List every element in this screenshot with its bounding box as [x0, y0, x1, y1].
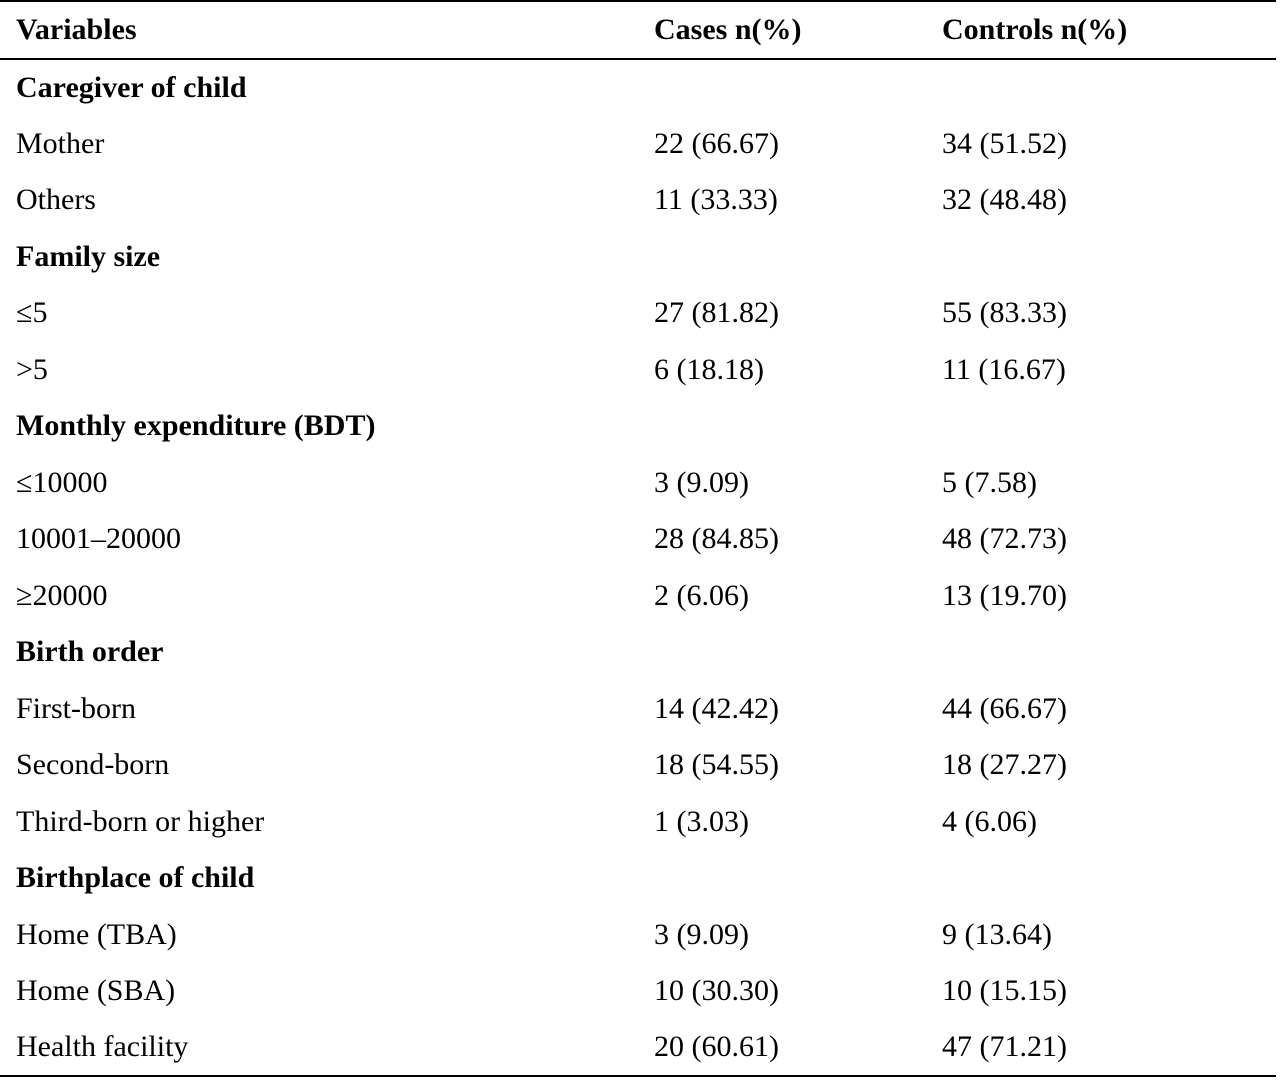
table-header: Variables Cases n(%) Controls n(%)	[0, 1, 1276, 60]
row-controls: 18 (27.27)	[942, 748, 1067, 782]
row-cases: 3 (9.09)	[654, 465, 749, 499]
table-row: Second-born 18 (54.55) 18 (27.27)	[0, 737, 1276, 794]
row-controls: 44 (66.67)	[942, 691, 1067, 725]
section-cases-empty	[654, 59, 942, 116]
table-row: Home (SBA) 10 (30.30) 10 (15.15)	[0, 963, 1276, 1020]
row-controls: 55 (83.33)	[942, 296, 1067, 330]
row-cases: 6 (18.18)	[654, 352, 764, 386]
row-cases: 11 (33.33)	[654, 183, 778, 217]
row-label: Home (TBA)	[16, 917, 177, 951]
row-cases: 1 (3.03)	[654, 804, 749, 838]
section-label: Birthplace of child	[16, 861, 255, 895]
row-controls: 5 (7.58)	[942, 465, 1037, 499]
table-row: Health facility 20 (60.61) 47 (71.21)	[0, 1020, 1276, 1077]
header-variables: Variables	[0, 1, 654, 60]
header-controls: Controls n(%)	[942, 1, 1276, 60]
section-label: Birth order	[16, 635, 164, 669]
table-row: 10001–20000 28 (84.85) 48 (72.73)	[0, 511, 1276, 568]
section-cases-empty	[654, 850, 942, 907]
row-label: ≤10000	[16, 465, 108, 499]
section-controls-empty	[942, 59, 1276, 116]
header-cases: Cases n(%)	[654, 1, 942, 60]
row-cases: 22 (66.67)	[654, 126, 779, 160]
row-controls: 9 (13.64)	[942, 917, 1052, 951]
row-controls: 32 (48.48)	[942, 183, 1067, 217]
row-label: Mother	[16, 126, 105, 160]
section-cases-empty	[654, 229, 942, 286]
row-cases: 2 (6.06)	[654, 578, 749, 612]
row-label: Others	[16, 183, 96, 217]
section-cases-empty	[654, 398, 942, 455]
row-label: Home (SBA)	[16, 974, 176, 1008]
header-row: Variables Cases n(%) Controls n(%)	[0, 1, 1276, 60]
row-controls: 13 (19.70)	[942, 578, 1067, 612]
table-row: ≥20000 2 (6.06) 13 (19.70)	[0, 568, 1276, 625]
row-label: >5	[16, 352, 48, 386]
section-row: Birthplace of child	[0, 850, 1276, 907]
table-row: Others 11 (33.33) 32 (48.48)	[0, 172, 1276, 229]
row-controls: 34 (51.52)	[942, 126, 1067, 160]
row-controls: 11 (16.67)	[942, 352, 1066, 386]
section-cases-empty	[654, 624, 942, 681]
section-row: Family size	[0, 229, 1276, 286]
section-label: Caregiver of child	[16, 70, 247, 104]
section-row: Caregiver of child	[0, 59, 1276, 116]
row-label: First-born	[16, 691, 136, 725]
table-row: ≤5 27 (81.82) 55 (83.33)	[0, 285, 1276, 342]
row-label: 10001–20000	[16, 522, 181, 556]
row-cases: 10 (30.30)	[654, 974, 779, 1008]
row-label: Second-born	[16, 748, 170, 782]
row-label: Third-born or higher	[16, 804, 265, 838]
section-controls-empty	[942, 850, 1276, 907]
row-cases: 20 (60.61)	[654, 1030, 779, 1064]
table-row: Home (TBA) 3 (9.09) 9 (13.64)	[0, 907, 1276, 964]
section-controls-empty	[942, 624, 1276, 681]
row-label: Health facility	[16, 1030, 189, 1064]
table-row: Third-born or higher 1 (3.03) 4 (6.06)	[0, 794, 1276, 851]
row-cases: 18 (54.55)	[654, 748, 779, 782]
table-row: Mother 22 (66.67) 34 (51.52)	[0, 116, 1276, 173]
row-label: ≥20000	[16, 578, 108, 612]
row-controls: 48 (72.73)	[942, 522, 1067, 556]
row-controls: 47 (71.21)	[942, 1030, 1067, 1064]
section-row: Birth order	[0, 624, 1276, 681]
row-controls: 10 (15.15)	[942, 974, 1067, 1008]
row-label: ≤5	[16, 296, 48, 330]
table-row: >5 6 (18.18) 11 (16.67)	[0, 342, 1276, 399]
row-controls: 4 (6.06)	[942, 804, 1037, 838]
section-label: Family size	[16, 239, 161, 273]
table-body: Caregiver of child Mother 22 (66.67) 34 (51…	[0, 59, 1276, 1076]
row-cases: 27 (81.82)	[654, 296, 779, 330]
table-row: ≤10000 3 (9.09) 5 (7.58)	[0, 455, 1276, 512]
section-label: Monthly expenditure (BDT)	[16, 409, 376, 443]
row-cases: 14 (42.42)	[654, 691, 779, 725]
section-controls-empty	[942, 398, 1276, 455]
section-row: Monthly expenditure (BDT)	[0, 398, 1276, 455]
section-controls-empty	[942, 229, 1276, 286]
row-cases: 3 (9.09)	[654, 917, 749, 951]
row-cases: 28 (84.85)	[654, 522, 779, 556]
table-row: First-born 14 (42.42) 44 (66.67)	[0, 681, 1276, 738]
